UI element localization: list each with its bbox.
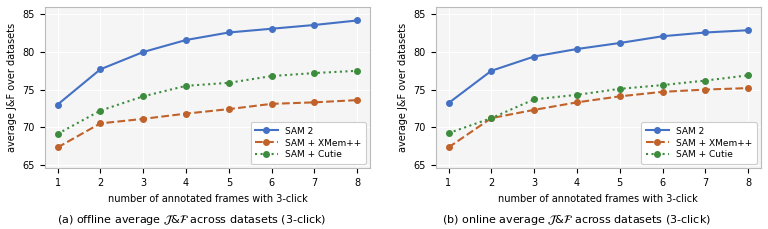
SAM + XMem++: [224, 108, 233, 110]
Line: SAM 2: SAM 2: [55, 18, 360, 107]
SAM + Cutie: [615, 87, 624, 90]
SAM + XMem++: [310, 101, 319, 104]
SAM + XMem++: [138, 117, 147, 120]
Line: SAM + XMem++: SAM + XMem++: [445, 85, 751, 150]
Legend: SAM 2, SAM + XMem++, SAM + Cutie: SAM 2, SAM + XMem++, SAM + Cutie: [250, 122, 366, 164]
SAM 2: [181, 39, 190, 41]
Line: SAM + XMem++: SAM + XMem++: [55, 97, 360, 150]
Y-axis label: average J&F over datasets: average J&F over datasets: [398, 23, 408, 152]
SAM + Cutie: [181, 85, 190, 87]
SAM + XMem++: [53, 146, 62, 149]
X-axis label: number of annotated frames with 3-click: number of annotated frames with 3-click: [108, 194, 307, 204]
SAM 2: [267, 27, 276, 30]
SAM 2: [224, 31, 233, 34]
Y-axis label: average J&F over datasets: average J&F over datasets: [7, 23, 17, 152]
Line: SAM + Cutie: SAM + Cutie: [55, 68, 360, 137]
SAM + Cutie: [743, 74, 753, 77]
SAM 2: [743, 29, 753, 32]
SAM + XMem++: [529, 109, 538, 111]
SAM 2: [700, 31, 710, 34]
SAM 2: [138, 51, 147, 53]
SAM 2: [53, 103, 62, 106]
SAM + Cutie: [444, 132, 453, 134]
SAM + XMem++: [487, 117, 496, 120]
SAM + Cutie: [487, 117, 496, 120]
SAM 2: [444, 102, 453, 104]
Title: (a) offline average $\mathcal{J}$&$\mathcal{F}$ across datasets (3-click): (a) offline average $\mathcal{J}$&$\math…: [0, 228, 1, 229]
Text: (b) online average $\mathcal{J}$&$\mathcal{F}$ across datasets (3-click): (b) online average $\mathcal{J}$&$\mathc…: [442, 213, 710, 227]
Legend: SAM 2, SAM + XMem++, SAM + Cutie: SAM 2, SAM + XMem++, SAM + Cutie: [641, 122, 756, 164]
SAM 2: [615, 42, 624, 44]
SAM + Cutie: [353, 69, 362, 72]
SAM + XMem++: [267, 103, 276, 105]
X-axis label: number of annotated frames with 3-click: number of annotated frames with 3-click: [498, 194, 698, 204]
SAM 2: [572, 48, 581, 50]
SAM + Cutie: [700, 79, 710, 82]
SAM + XMem++: [353, 99, 362, 101]
SAM + Cutie: [529, 98, 538, 101]
SAM + Cutie: [138, 95, 147, 98]
SAM + Cutie: [310, 72, 319, 74]
Text: (a) offline average $\mathcal{J}$&$\mathcal{F}$ across datasets (3-click): (a) offline average $\mathcal{J}$&$\math…: [58, 213, 326, 227]
SAM 2: [353, 19, 362, 22]
SAM + Cutie: [224, 82, 233, 84]
SAM + Cutie: [572, 93, 581, 96]
SAM + XMem++: [181, 112, 190, 115]
SAM 2: [96, 68, 105, 71]
SAM + XMem++: [572, 101, 581, 104]
SAM + XMem++: [743, 87, 753, 90]
SAM + Cutie: [267, 75, 276, 77]
Line: SAM 2: SAM 2: [445, 27, 751, 106]
SAM + XMem++: [700, 88, 710, 91]
SAM + Cutie: [658, 84, 667, 86]
SAM + XMem++: [444, 146, 453, 149]
SAM + XMem++: [96, 122, 105, 125]
SAM 2: [310, 24, 319, 26]
SAM + XMem++: [615, 95, 624, 98]
SAM 2: [487, 69, 496, 72]
SAM + XMem++: [658, 90, 667, 93]
SAM 2: [529, 55, 538, 58]
Title: (b) online average $\mathcal{J}$&$\mathcal{F}$ across datasets (3-click): (b) online average $\mathcal{J}$&$\mathc…: [0, 228, 1, 229]
SAM + Cutie: [53, 133, 62, 135]
SAM 2: [658, 35, 667, 38]
SAM + Cutie: [96, 109, 105, 112]
Line: SAM + Cutie: SAM + Cutie: [445, 73, 751, 136]
